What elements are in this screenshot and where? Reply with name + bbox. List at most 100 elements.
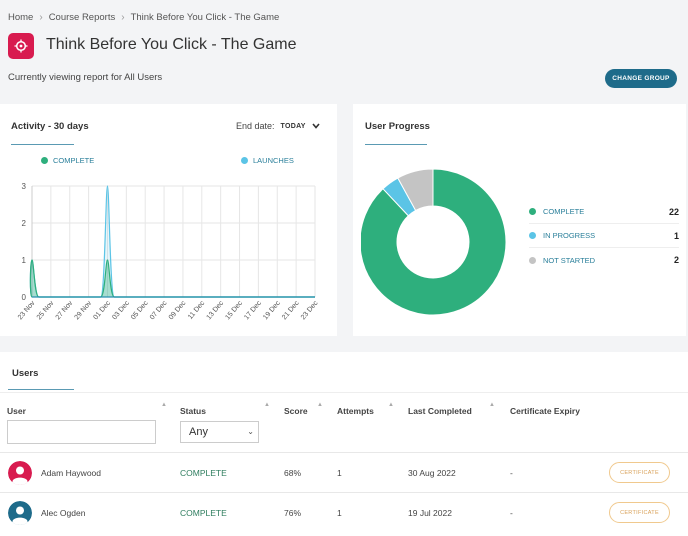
legend-complete: COMPLETE	[41, 156, 94, 165]
x-tick-label: 01 Dec	[92, 299, 112, 321]
status-filter-select[interactable]: Any ⌄	[180, 421, 259, 443]
column-header-score[interactable]: Score	[284, 406, 308, 416]
activity-title-underline	[11, 144, 74, 145]
x-tick-label: 29 Nov	[74, 299, 94, 321]
x-tick-label: 25 Nov	[36, 299, 56, 321]
column-header-user[interactable]: User	[7, 406, 26, 416]
series-line-complete	[29, 259, 315, 298]
x-tick-label: 05 Dec	[130, 299, 150, 321]
sort-up-icon[interactable]: ▲	[161, 402, 167, 408]
certificate-button[interactable]: CERTIFICATE	[609, 502, 670, 523]
chevron-down-icon	[312, 123, 320, 129]
y-tick-label: 1	[22, 256, 27, 265]
user-name[interactable]: Alec Ogden	[41, 508, 86, 518]
series-area-launches	[30, 186, 315, 297]
end-date-label: End date:	[236, 121, 275, 131]
y-tick-label: 0	[22, 293, 27, 302]
table-row[interactable]: Alec Ogden COMPLETE 76% 1 19 Jul 2022 - …	[0, 492, 688, 532]
x-tick-label: 07 Dec	[149, 299, 169, 321]
table-row[interactable]: Adam Haywood COMPLETE 68% 1 30 Aug 2022 …	[0, 452, 688, 492]
breadcrumb-course-reports[interactable]: Course Reports	[48, 12, 116, 23]
column-header-status[interactable]: Status	[180, 406, 206, 416]
x-tick-label: 27 Nov	[55, 299, 75, 321]
change-group-button[interactable]: CHANGE GROUP	[605, 69, 677, 88]
sort-icon[interactable]: ▲	[388, 402, 394, 408]
activity-card: Activity - 30 days End date: TODAY COMPL…	[0, 104, 337, 336]
chevron-right-icon: ›	[121, 12, 125, 23]
page-title: Think Before You Click - The Game	[46, 36, 297, 53]
progress-legend-in-progress: IN PROGRESS 1	[529, 224, 679, 248]
user-status: COMPLETE	[180, 468, 227, 478]
user-name[interactable]: Adam Haywood	[41, 468, 102, 478]
user-progress-card: User Progress COMPLETE 22 IN PROGRESS 1 …	[353, 104, 686, 336]
sort-icon[interactable]: ▲	[317, 402, 323, 408]
donut-slice-complete[interactable]	[361, 168, 507, 316]
legend-dot	[529, 232, 536, 239]
user-status: COMPLETE	[180, 508, 227, 518]
x-tick-label: 09 Dec	[168, 299, 188, 321]
avatar	[8, 501, 32, 525]
progress-legend-label: IN PROGRESS	[543, 231, 596, 240]
users-card: Users	[0, 352, 688, 536]
x-tick-label: 13 Dec	[206, 299, 226, 321]
user-progress-title: User Progress	[365, 121, 430, 132]
viewing-text: Currently viewing report for All Users	[8, 72, 163, 83]
user-avatar-icon	[8, 461, 32, 485]
progress-legend-count: 2	[673, 255, 679, 265]
user-attempts: 1	[337, 508, 342, 518]
user-attempts: 1	[337, 468, 342, 478]
progress-legend-complete: COMPLETE 22	[529, 200, 679, 224]
legend-dot	[529, 256, 536, 264]
user-certificate-expiry: -	[510, 508, 513, 518]
user-score: 68%	[284, 468, 302, 478]
sort-icon[interactable]: ▲	[489, 402, 495, 408]
legend-launches: LAUNCHES	[241, 156, 294, 165]
user-progress-title-underline	[365, 144, 427, 145]
status-filter-value: Any	[189, 426, 208, 438]
series-line-launches	[29, 185, 315, 298]
legend-dot	[529, 208, 536, 215]
users-title-underline	[8, 389, 74, 390]
y-tick-label: 3	[22, 182, 27, 191]
series-area-complete	[30, 260, 315, 297]
donut-slice-not-started[interactable]	[397, 168, 434, 212]
breadcrumb-current: Think Before You Click - The Game	[130, 12, 280, 23]
x-tick-label: 11 Dec	[187, 299, 207, 320]
column-header-attempts[interactable]: Attempts	[337, 406, 374, 416]
divider	[0, 392, 688, 393]
avatar	[8, 461, 32, 485]
progress-donut-chart	[361, 168, 507, 316]
x-tick-label: 03 Dec	[111, 299, 131, 321]
x-tick-label: 23 Nov	[17, 299, 37, 321]
column-header-last-completed[interactable]: Last Completed	[408, 406, 472, 416]
user-avatar-icon	[8, 501, 32, 525]
end-date-selector[interactable]: End date: TODAY	[236, 121, 320, 131]
breadcrumb-home[interactable]: Home	[8, 12, 34, 23]
certificate-button[interactable]: CERTIFICATE	[609, 462, 670, 483]
user-last-completed: 19 Jul 2022	[408, 508, 452, 518]
x-tick-label: 17 Dec	[243, 299, 263, 321]
legend-complete-label: COMPLETE	[53, 156, 95, 165]
progress-legend-not-started: NOT STARTED 2	[529, 248, 679, 272]
y-tick-label: 2	[22, 219, 27, 228]
user-filter-input[interactable]	[7, 420, 156, 444]
activity-chart: 0 1 2 3 23 Nov 25 Nov 27 Nov 29 Nov 01 Dec 03 Dec…	[17, 182, 320, 321]
end-date-value[interactable]: TODAY	[280, 122, 306, 130]
legend-launches-dot	[241, 157, 248, 164]
sort-icon[interactable]: ▲	[264, 402, 270, 408]
progress-legend-count: 1	[673, 230, 679, 241]
target-icon	[14, 39, 28, 53]
x-tick-label: 23 Dec	[300, 299, 320, 321]
legend-launches-label: LAUNCHES	[253, 156, 294, 165]
progress-legend-label: NOT STARTED	[543, 255, 596, 265]
breadcrumb: Home › Course Reports › Think Before You…	[8, 12, 279, 23]
column-header-certificate-expiry[interactable]: Certificate Expiry	[510, 406, 580, 416]
x-tick-label: 21 Dec	[281, 299, 301, 321]
legend-complete-dot	[41, 157, 48, 164]
user-certificate-expiry: -	[510, 468, 513, 478]
activity-title: Activity - 30 days	[11, 121, 89, 132]
x-tick-label: 15 Dec	[224, 299, 244, 321]
user-score: 76%	[284, 508, 302, 518]
course-icon	[8, 33, 34, 59]
progress-legend-label: COMPLETE	[543, 207, 585, 216]
